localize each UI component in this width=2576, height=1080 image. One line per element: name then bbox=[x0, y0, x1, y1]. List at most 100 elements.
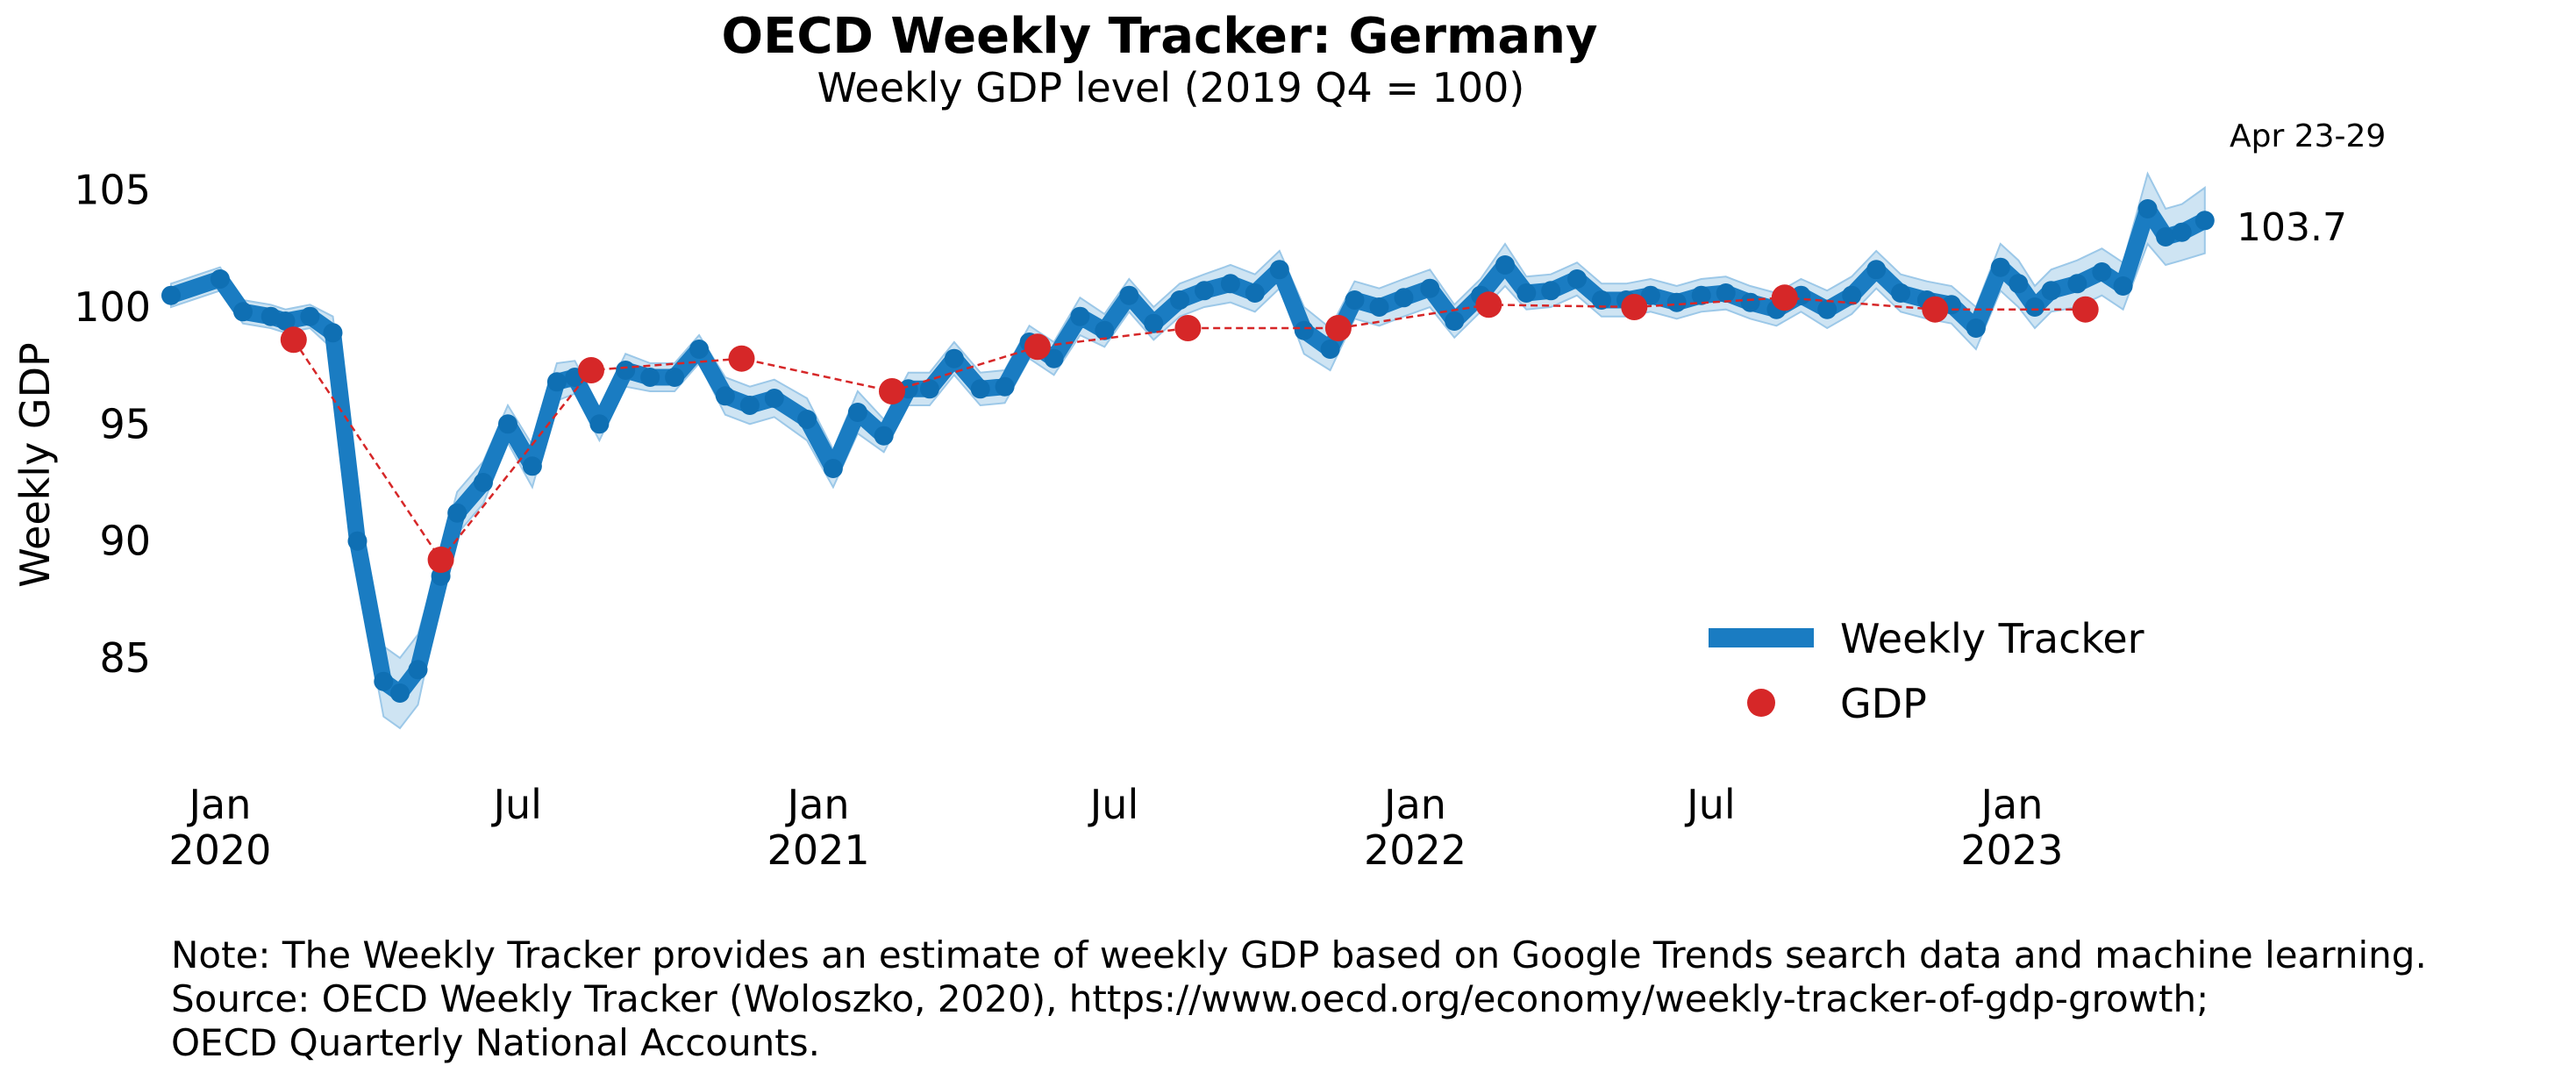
weekly-tracker-point bbox=[210, 269, 230, 289]
weekly-tracker-point bbox=[2025, 297, 2044, 317]
weekly-tracker-point bbox=[1541, 281, 1561, 301]
weekly-tracker-point bbox=[1891, 283, 1911, 303]
weekly-tracker-point bbox=[1320, 340, 1340, 359]
weekly-tracker-point bbox=[1220, 274, 1240, 294]
x-tick-year-label: 2023 bbox=[1960, 826, 2063, 874]
weekly-tracker-point bbox=[1516, 283, 1537, 303]
weekly-tracker-point bbox=[1095, 320, 1115, 340]
gdp-point bbox=[1174, 315, 1202, 341]
legend-gdp-swatch bbox=[1747, 689, 1775, 717]
weekly-tracker-point bbox=[1144, 313, 1164, 333]
x-tick-label: Jan bbox=[1978, 781, 2043, 828]
note-line-1: Note: The Weekly Tracker provides an est… bbox=[171, 933, 2427, 976]
gdp-point bbox=[1621, 294, 1648, 320]
y-axis-ticks: 85 90 95 100 105 bbox=[74, 167, 151, 682]
weekly-tracker-point bbox=[1567, 269, 1587, 289]
weekly-tracker-point bbox=[2137, 199, 2158, 218]
weekly-tracker-point bbox=[1866, 260, 1887, 280]
weekly-tracker-point bbox=[161, 285, 181, 305]
note-line-3: OECD Quarterly National Accounts. bbox=[171, 1021, 820, 1064]
x-tick-year-label: 2022 bbox=[1364, 826, 1466, 874]
x-tick-label: Jul bbox=[490, 781, 542, 828]
last-date-annotation: Apr 23-29 bbox=[2230, 118, 2386, 154]
legend: Weekly Tracker GDP bbox=[1709, 615, 2144, 727]
gdp-point bbox=[280, 326, 307, 354]
chart-subtitle: Weekly GDP level (2019 Q4 = 100) bbox=[817, 64, 1525, 111]
weekly-tracker-point bbox=[447, 503, 467, 523]
weekly-tracker-point bbox=[847, 403, 867, 422]
weekly-tracker-point bbox=[764, 389, 784, 408]
weekly-tracker-point bbox=[665, 368, 685, 387]
weekly-tracker-point bbox=[2009, 274, 2029, 294]
weekly-tracker-point bbox=[1842, 285, 1862, 305]
weekly-tracker-point bbox=[408, 660, 428, 680]
x-tick-label: Jul bbox=[1088, 781, 1139, 828]
weekly-tracker-point bbox=[300, 306, 320, 326]
weekly-tracker-point bbox=[1990, 257, 2010, 277]
weekly-tracker-point bbox=[1666, 292, 1687, 312]
legend-weekly-tracker-label: Weekly Tracker bbox=[1840, 615, 2144, 662]
y-tick-label: 95 bbox=[99, 400, 151, 447]
note-line-2: Source: OECD Weekly Tracker (Woloszko, 2… bbox=[171, 977, 2209, 1020]
weekly-tracker-point bbox=[2092, 262, 2112, 282]
weekly-tracker-point bbox=[970, 379, 990, 399]
weekly-tracker-point bbox=[1691, 285, 1711, 305]
weekly-tracker-point bbox=[233, 302, 253, 322]
weekly-tracker-point bbox=[347, 531, 367, 551]
gdp-point bbox=[1922, 296, 1949, 323]
weekly-tracker-point bbox=[260, 306, 281, 326]
legend-gdp-label: GDP bbox=[1840, 680, 1927, 727]
weekly-tracker-point bbox=[995, 376, 1015, 397]
weekly-tracker-point bbox=[275, 311, 296, 331]
weekly-tracker-point bbox=[522, 456, 542, 476]
weekly-tracker-point bbox=[1495, 255, 1515, 275]
x-tick-label: Jan bbox=[186, 781, 251, 828]
weekly-tracker-point bbox=[715, 386, 735, 406]
gdp-point bbox=[1024, 333, 1051, 361]
weekly-tracker-point bbox=[1640, 285, 1660, 305]
weekly-tracker-point bbox=[589, 414, 610, 434]
weekly-tracker-point bbox=[546, 372, 567, 392]
gdp-point bbox=[1771, 284, 1798, 311]
weekly-tracker-point bbox=[823, 459, 843, 478]
weekly-tracker-series bbox=[161, 199, 2215, 703]
x-tick-year-label: 2021 bbox=[767, 826, 870, 874]
weekly-tracker-point bbox=[1716, 283, 1736, 303]
weekly-tracker-point bbox=[1044, 348, 1064, 368]
weekly-tracker-point bbox=[797, 410, 817, 429]
x-tick-label: Jan bbox=[1381, 781, 1446, 828]
weekly-tracker-point bbox=[2067, 274, 2087, 294]
weekly-tracker-point bbox=[1195, 281, 1214, 301]
weekly-tracker-point bbox=[1245, 283, 1265, 303]
weekly-tracker-point bbox=[1966, 318, 1986, 338]
weekly-tracker-point bbox=[1445, 311, 1465, 331]
weekly-tracker-point bbox=[1817, 299, 1837, 319]
gdp-point bbox=[427, 547, 454, 573]
weekly-tracker-point bbox=[1369, 297, 1389, 317]
gdp-point bbox=[578, 357, 604, 383]
weekly-tracker-point bbox=[474, 473, 493, 492]
gdp-point bbox=[728, 345, 755, 372]
weekly-tracker-point bbox=[2194, 211, 2215, 231]
weekly-tracker-point bbox=[2041, 281, 2061, 301]
chart-title: OECD Weekly Tracker: Germany bbox=[721, 8, 1597, 65]
weekly-tracker-point bbox=[640, 368, 660, 387]
weekly-tracker-point bbox=[2156, 227, 2176, 247]
x-tick-year-label: 2020 bbox=[168, 826, 271, 874]
y-tick-label: 85 bbox=[99, 634, 151, 682]
weekly-tracker-point bbox=[1269, 260, 1289, 280]
weekly-tracker-point bbox=[616, 361, 636, 380]
weekly-tracker-point bbox=[498, 414, 517, 434]
y-tick-label: 100 bbox=[74, 283, 151, 331]
x-tick-label: Jan bbox=[785, 781, 850, 828]
weekly-tracker-point bbox=[739, 396, 760, 415]
weekly-tracker-point bbox=[689, 340, 710, 359]
weekly-tracker-point bbox=[1345, 290, 1365, 310]
weekly-tracker-point bbox=[1294, 320, 1314, 340]
weekly-tracker-point bbox=[1119, 285, 1139, 305]
y-tick-label: 90 bbox=[99, 518, 151, 565]
gdp-series bbox=[280, 284, 2099, 573]
weekly-tracker-point bbox=[944, 348, 964, 368]
